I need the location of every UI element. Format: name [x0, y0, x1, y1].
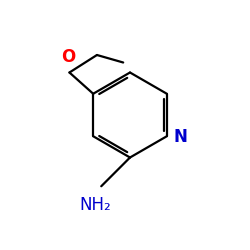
Text: O: O [61, 48, 75, 66]
Text: N: N [174, 128, 188, 146]
Text: NH₂: NH₂ [79, 196, 111, 214]
